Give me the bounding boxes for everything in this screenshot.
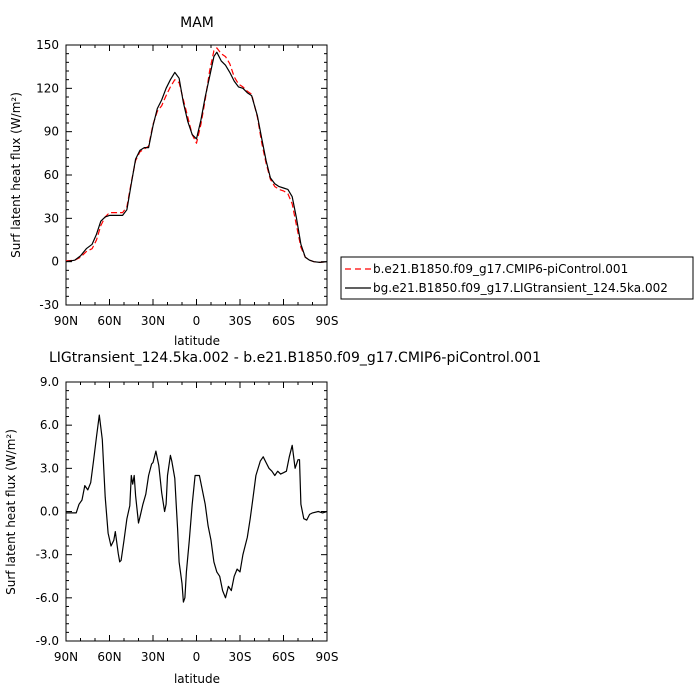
top-y-tick-label: 90 bbox=[44, 125, 59, 139]
top-x-tick-label: 0 bbox=[193, 314, 201, 328]
legend: b.e21.B1850.f09_g17.CMIP6-piControl.001 … bbox=[340, 256, 694, 300]
bottom-x-axis-title: latitude bbox=[174, 672, 220, 686]
legend-box bbox=[340, 256, 694, 300]
bottom-x-tick-label: 30S bbox=[229, 650, 252, 664]
bottom-x-tick-label: 60S bbox=[272, 650, 295, 664]
top-x-tick-label: 30N bbox=[141, 314, 165, 328]
top-y-axis-title: Surf latent heat flux (W/m²) bbox=[9, 92, 23, 258]
top-y-tick-label: 60 bbox=[44, 168, 59, 182]
bottom-x-tick-label: 30N bbox=[141, 650, 165, 664]
top-x-tick-label: 90N bbox=[54, 314, 78, 328]
top-ticks: 90N 60N 30N 0 30S 60S 90S -30 0 30 60 90 120 150 bbox=[36, 38, 338, 328]
bottom-plot-frame bbox=[65, 381, 328, 642]
top-x-tick-label: 60S bbox=[272, 314, 295, 328]
top-chart-title: MAM bbox=[180, 15, 214, 31]
bottom-chart-title: LIGtransient_124.5ka.002 - b.e21.B1850.f… bbox=[49, 350, 541, 366]
bottom-y-tick-label: -3.0 bbox=[36, 548, 59, 562]
legend-label-picontrol: b.e21.B1850.f09_g17.CMIP6-piControl.001 bbox=[373, 262, 628, 276]
bottom-y-axis-title: Surf latent heat flux (W/m²) bbox=[4, 429, 18, 595]
top-y-tick-label: 0 bbox=[51, 255, 59, 269]
bottom-y-tick-label: 6.0 bbox=[40, 418, 59, 432]
top-series-line-1 bbox=[65, 51, 328, 263]
top-x-tick-label: 90S bbox=[316, 314, 339, 328]
legend-label-ligtransient: bg.e21.B1850.f09_g17.LIGtransient_124.5k… bbox=[373, 281, 668, 295]
bottom-series-lines bbox=[66, 414, 328, 603]
top-y-tick-label: 150 bbox=[36, 38, 59, 52]
top-x-tick-label: 60N bbox=[97, 314, 121, 328]
bottom-y-tick-label: 9.0 bbox=[40, 375, 59, 389]
bottom-y-tick-label: -6.0 bbox=[36, 591, 59, 605]
top-y-tick-label: 30 bbox=[44, 211, 59, 225]
bottom-ticks: 90N 60N 30N 0 30S 60S 90S -9.0 -6.0 -3.0 0.0 3.0 6.0… bbox=[36, 375, 339, 664]
bottom-y-tick-label: -9.0 bbox=[36, 634, 59, 648]
bottom-x-tick-label: 90S bbox=[316, 650, 339, 664]
top-plot-frame bbox=[65, 44, 328, 306]
bottom-y-tick-label: 3.0 bbox=[40, 461, 59, 475]
bottom-panel: LIGtransient_124.5ka.002 - b.e21.B1850.f… bbox=[4, 350, 541, 686]
top-y-tick-label: 120 bbox=[36, 81, 59, 95]
bottom-series-line-0 bbox=[66, 414, 328, 603]
bottom-x-tick-label: 60N bbox=[97, 650, 121, 664]
top-y-tick-label: -30 bbox=[39, 298, 59, 312]
bottom-x-tick-label: 0 bbox=[193, 650, 201, 664]
top-series-line-0 bbox=[65, 47, 328, 263]
top-x-tick-label: 30S bbox=[229, 314, 252, 328]
top-series-lines bbox=[65, 47, 328, 263]
top-x-axis-title: latitude bbox=[174, 334, 220, 348]
bottom-x-tick-label: 90N bbox=[54, 650, 78, 664]
top-panel: MAM 90N 60N 30N 0 30S 60S 90S-300306090120150 … bbox=[9, 15, 338, 348]
bottom-y-tick-label: 0.0 bbox=[40, 505, 59, 519]
